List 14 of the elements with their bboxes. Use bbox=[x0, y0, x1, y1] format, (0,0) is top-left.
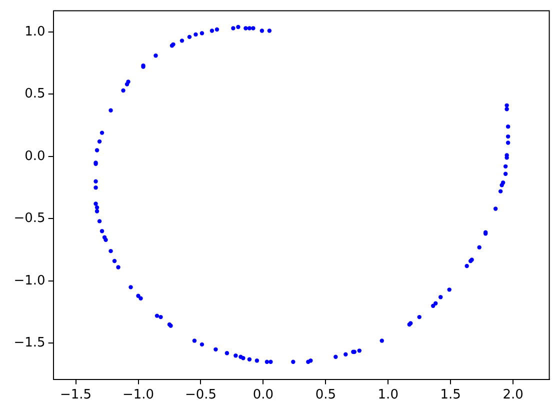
x-tick-label: 1.5 bbox=[440, 387, 461, 402]
x-tick-label: 1.0 bbox=[378, 387, 398, 402]
y-tick-label: −0.5 bbox=[14, 211, 46, 226]
x-tick-label: 0.5 bbox=[315, 387, 336, 402]
x-tick-label: −1.5 bbox=[60, 387, 92, 402]
y-tick-label: −1.0 bbox=[14, 273, 46, 288]
y-tick-label: −1.5 bbox=[14, 336, 46, 351]
x-tick-label: 2.0 bbox=[502, 387, 524, 402]
y-tick-label: 0.0 bbox=[24, 148, 46, 164]
x-tick-label: −0.5 bbox=[184, 387, 217, 402]
x-tick-label: −1.0 bbox=[122, 387, 154, 402]
y-tick-label: 1.0 bbox=[24, 24, 46, 40]
x-tick-label: 0.0 bbox=[252, 387, 274, 402]
y-tick-label: 0.5 bbox=[24, 86, 46, 102]
